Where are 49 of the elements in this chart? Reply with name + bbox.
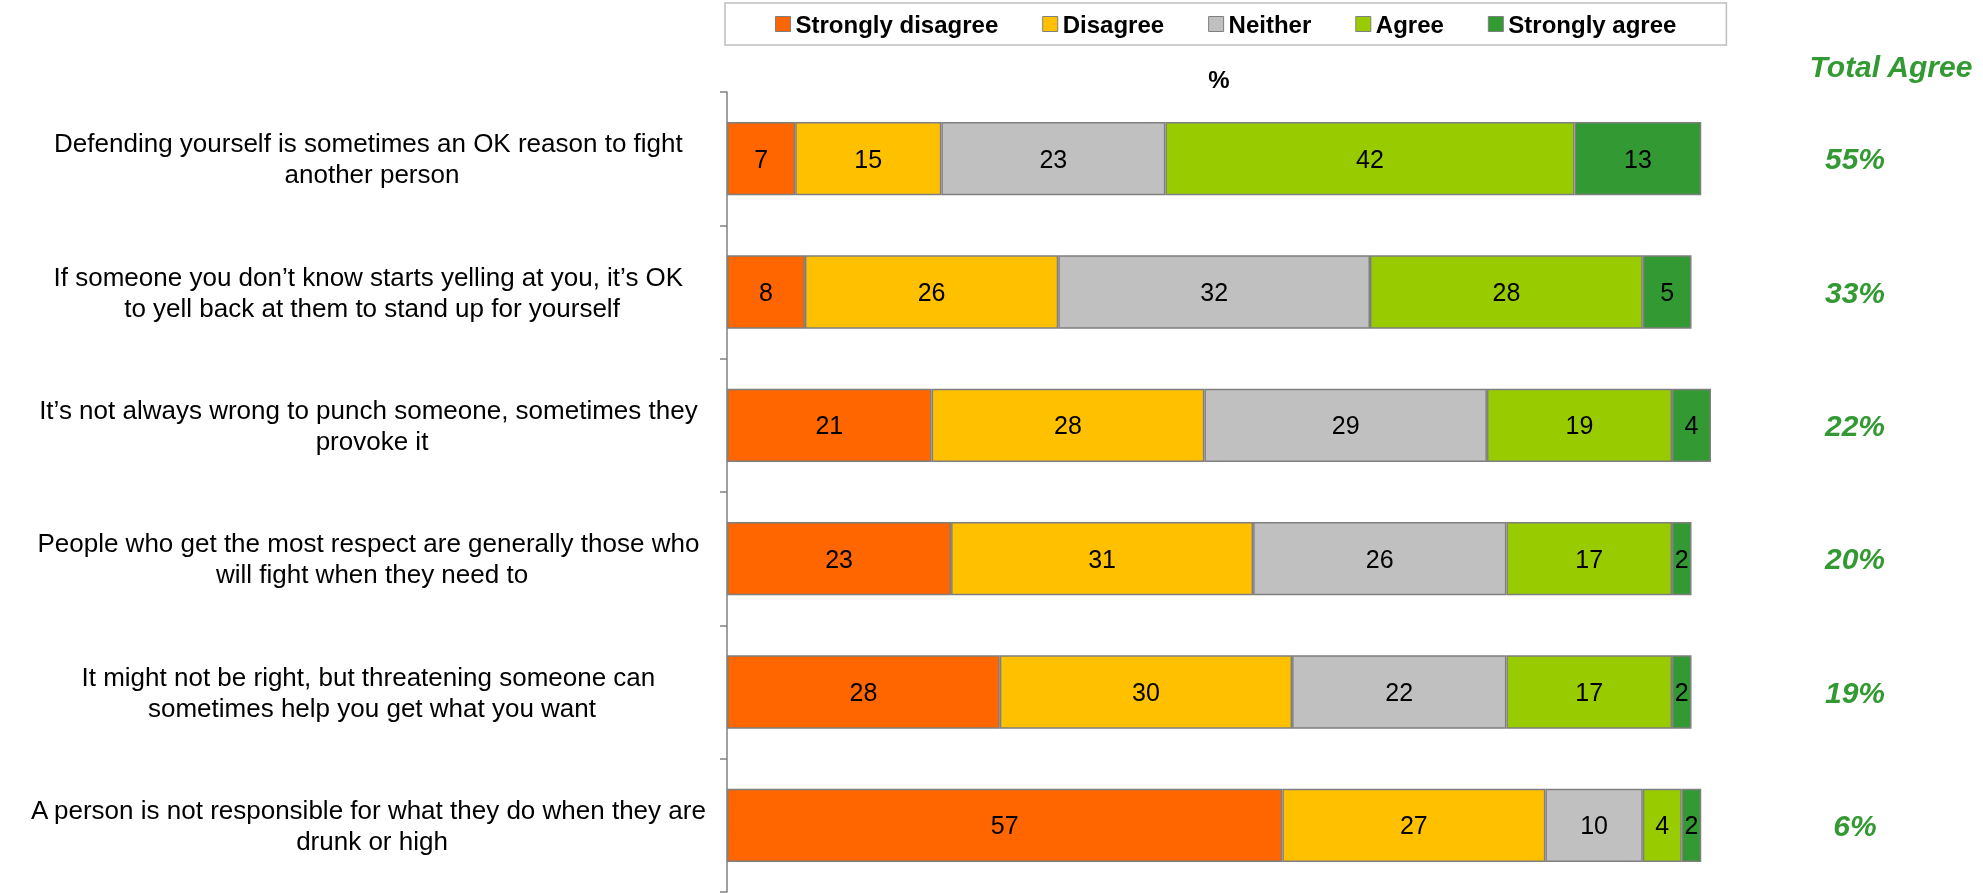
data-label: 2	[1674, 544, 1689, 573]
data-label: 13	[1624, 144, 1652, 173]
y-tick-label: If someone you don’t know starts yelling at you, it’s OK to yell back at them to stand up for yourself	[53, 261, 691, 323]
data-label: 7	[754, 144, 769, 173]
text: 55%	[1824, 142, 1886, 176]
legend-label: Agree	[1375, 10, 1444, 38]
y-tick-label: It might not be right, but threatening someone can sometimes help you get what you want	[81, 661, 663, 723]
text: 6%	[1833, 808, 1877, 842]
data-label: 10	[1580, 811, 1608, 840]
data-label: 2	[1674, 678, 1689, 706]
data-label: 27	[1399, 811, 1428, 840]
legend-label: Strongly agree	[1508, 10, 1677, 38]
data-label: 5	[1660, 278, 1675, 306]
legend-label: Strongly disagree	[795, 10, 999, 38]
y-tick-label: Defending yourself is sometimes an OK reason to fight another person	[54, 128, 690, 190]
text: 22%	[1823, 408, 1886, 442]
legend-label: Disagree	[1062, 10, 1165, 38]
data-label: 23	[1039, 144, 1068, 173]
text: 33%	[1824, 275, 1886, 309]
data-label: 32	[1200, 278, 1229, 306]
data-label: 57	[990, 811, 1019, 840]
data-label: 21	[815, 411, 844, 440]
data-label: 28	[1054, 411, 1082, 440]
data-label: 30	[1132, 678, 1160, 706]
y-tick-label: It’s not always wrong to punch someone, sometimes they provoke it	[39, 394, 705, 456]
data-label: 22	[1385, 678, 1414, 706]
text: Total Agree	[1809, 49, 1973, 83]
data-label: 15	[854, 144, 883, 173]
data-label: 17	[1575, 544, 1604, 573]
data-label: 23	[825, 544, 853, 573]
data-label: 8	[759, 278, 773, 306]
data-label: 19	[1565, 411, 1594, 440]
data-label: 28	[849, 678, 878, 706]
data-label: 42	[1356, 144, 1384, 173]
data-label: 31	[1088, 544, 1116, 573]
text: 19%	[1824, 675, 1886, 709]
text: 20%	[1823, 542, 1886, 576]
data-label: 4	[1684, 411, 1699, 440]
data-label: 17	[1575, 678, 1604, 706]
data-label: 26	[1365, 544, 1394, 573]
y-tick-label: People who get the most respect are generally those who will fight when they need to	[37, 528, 707, 590]
legend-label: Neither	[1228, 10, 1312, 38]
y-tick-label: A person is not responsible for what they do when they are drunk or high	[30, 794, 714, 856]
x-axis-title: %	[1208, 65, 1230, 93]
data-label: 26	[917, 278, 946, 306]
data-label: 4	[1655, 811, 1670, 840]
data-label: 2	[1684, 811, 1699, 840]
data-label: 29	[1331, 411, 1360, 440]
data-label: 28	[1492, 278, 1521, 306]
